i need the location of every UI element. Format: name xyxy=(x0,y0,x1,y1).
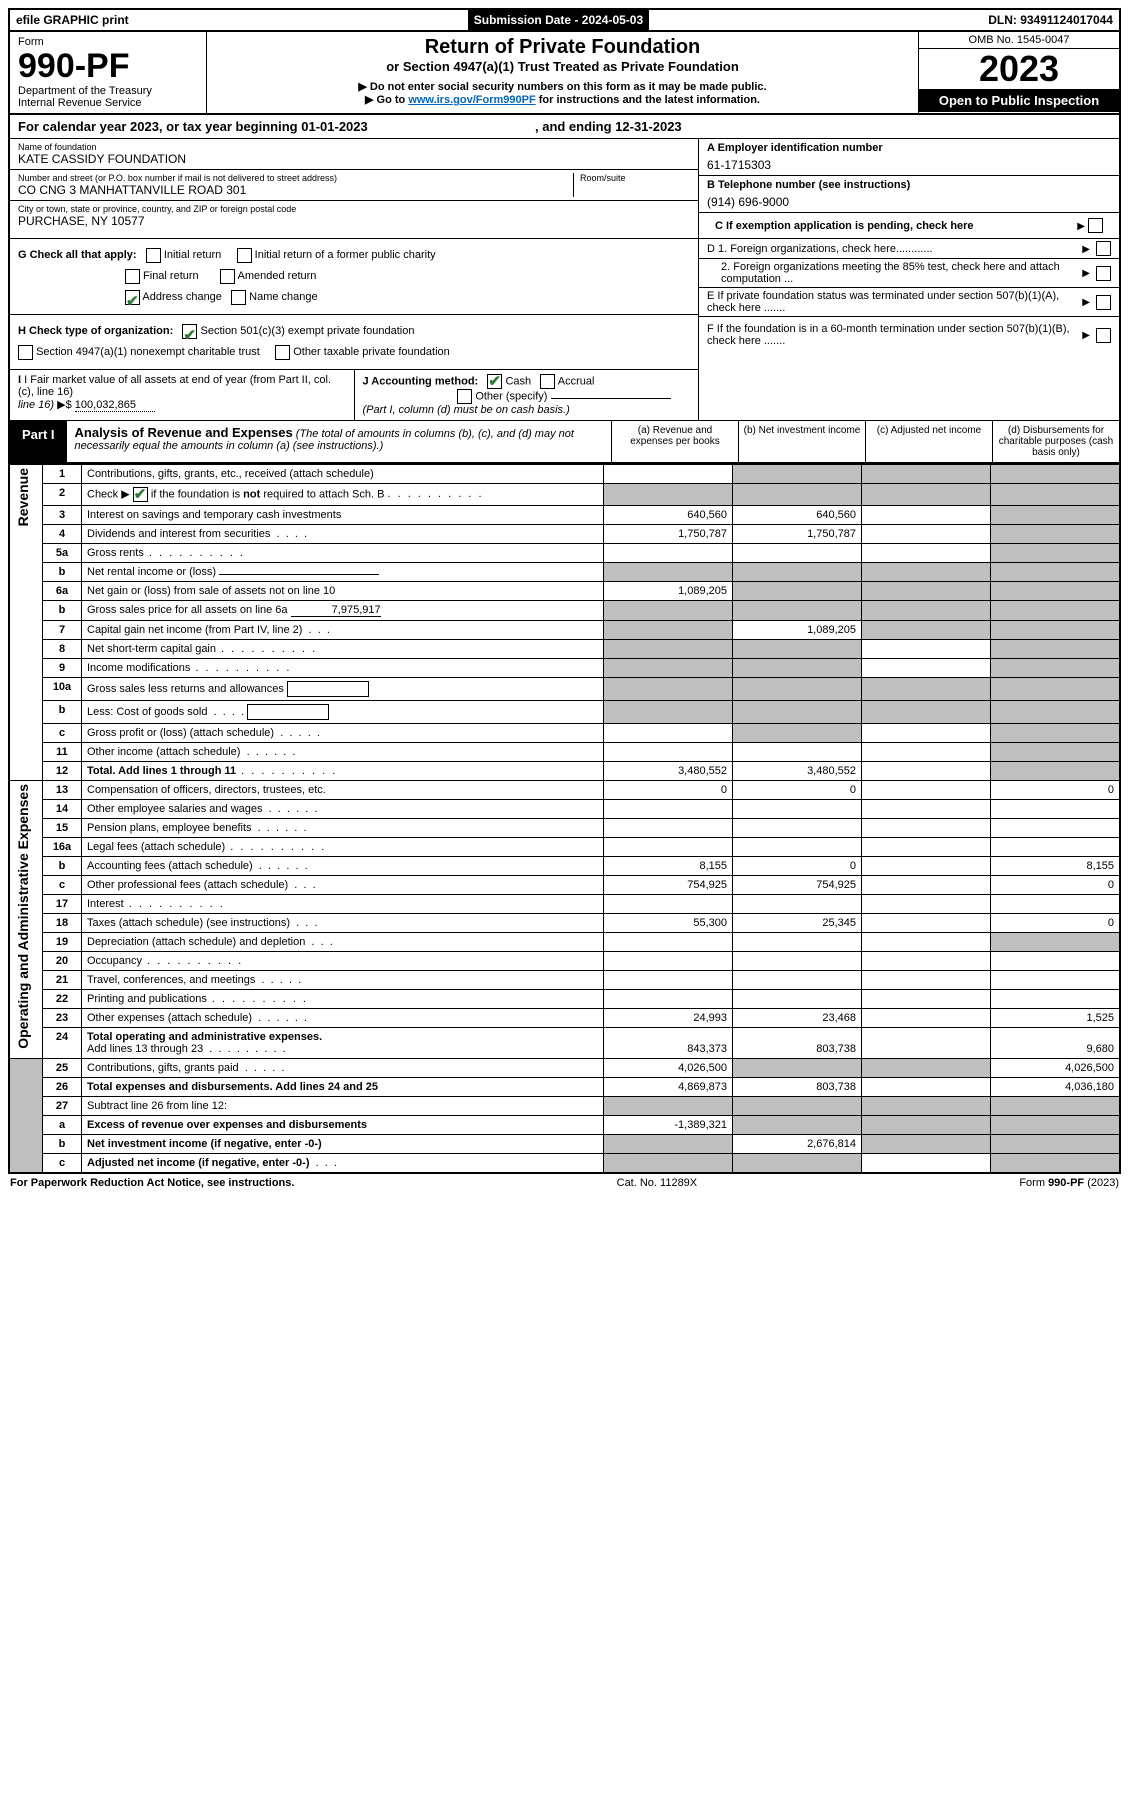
omb-number: OMB No. 1545-0047 xyxy=(919,32,1119,49)
submission-date: Submission Date - 2024-05-03 xyxy=(468,10,649,30)
paperwork-notice: For Paperwork Reduction Act Notice, see … xyxy=(10,1177,294,1189)
form-header: Form 990-PF Department of the Treasury I… xyxy=(8,32,1121,115)
city-label: City or town, state or province, country… xyxy=(18,204,690,214)
cat-no: Cat. No. 11289X xyxy=(617,1177,698,1189)
checkbox-initial[interactable] xyxy=(146,248,161,263)
street-address: CO CNG 3 MANHATTANVILLE ROAD 301 xyxy=(18,183,573,197)
checkbox-initial-former[interactable] xyxy=(237,248,252,263)
arrow-icon xyxy=(1082,243,1093,255)
checkbox-d1[interactable] xyxy=(1096,241,1111,256)
c-label: C If exemption application is pending, c… xyxy=(715,220,1077,232)
addr-label: Number and street (or P.O. box number if… xyxy=(18,173,573,183)
instr-1: ▶ Do not enter social security numbers o… xyxy=(215,80,910,93)
form-number: 990-PF xyxy=(18,48,198,85)
h-row: H Check type of organization: Section 50… xyxy=(10,315,698,370)
form990pf-link[interactable]: www.irs.gov/Form990PF xyxy=(408,94,535,106)
ein-label: A Employer identification number xyxy=(707,142,1111,154)
form-ref: Form 990-PF (2023) xyxy=(1019,1177,1119,1189)
phone-label: B Telephone number (see instructions) xyxy=(707,179,1111,191)
arrow-icon xyxy=(1082,329,1093,341)
checkbox-other-method[interactable] xyxy=(457,389,472,404)
arrow-icon xyxy=(1077,220,1088,232)
g-row: G Check all that apply: Initial return I… xyxy=(10,239,698,315)
entity-info: Name of foundation KATE CASSIDY FOUNDATI… xyxy=(8,139,1121,239)
checkbox-cash[interactable] xyxy=(487,374,502,389)
arrow-icon xyxy=(1082,267,1093,279)
revenue-label: Revenue xyxy=(15,468,31,526)
form-subtitle: or Section 4947(a)(1) Trust Treated as P… xyxy=(215,59,910,74)
checkbox-e[interactable] xyxy=(1096,295,1111,310)
part1-tag: Part I xyxy=(10,421,67,462)
page-footer: For Paperwork Reduction Act Notice, see … xyxy=(8,1174,1121,1192)
city-state-zip: PURCHASE, NY 10577 xyxy=(18,214,690,228)
dept: Department of the Treasury xyxy=(18,85,198,97)
arrow-icon xyxy=(1082,296,1093,308)
checkbox-4947[interactable] xyxy=(18,345,33,360)
tax-year: 2023 xyxy=(919,49,1119,89)
dln: DLN: 93491124017044 xyxy=(982,10,1119,30)
checkbox-other-taxable[interactable] xyxy=(275,345,290,360)
opex-label: Operating and Administrative Expenses xyxy=(15,784,31,1049)
room-label: Room/suite xyxy=(580,173,690,183)
checkbox-final[interactable] xyxy=(125,269,140,284)
section-g-through-f: G Check all that apply: Initial return I… xyxy=(8,239,1121,420)
phone: (914) 696-9000 xyxy=(707,191,1111,209)
checkbox-f[interactable] xyxy=(1096,328,1111,343)
checkbox-501c3[interactable] xyxy=(182,324,197,339)
col-c-hdr: (c) Adjusted net income xyxy=(865,421,992,462)
top-bar: efile GRAPHIC print Submission Date - 20… xyxy=(8,8,1121,32)
checkbox-d2[interactable] xyxy=(1096,266,1111,281)
foundation-name: KATE CASSIDY FOUNDATION xyxy=(18,152,690,166)
name-label: Name of foundation xyxy=(18,142,690,152)
irs: Internal Revenue Service xyxy=(18,97,198,109)
part1-header: Part I Analysis of Revenue and Expenses … xyxy=(8,421,1121,464)
checkbox-sch-b[interactable] xyxy=(133,487,148,502)
checkbox-amended[interactable] xyxy=(220,269,235,284)
part1-table: Revenue 1Contributions, gifts, grants, e… xyxy=(8,464,1121,1174)
col-b-hdr: (b) Net investment income xyxy=(738,421,865,462)
form-title: Return of Private Foundation xyxy=(215,36,910,59)
instr-2: ▶ Go to www.irs.gov/Form990PF for instru… xyxy=(215,93,910,106)
ein: 61-1715303 xyxy=(707,154,1111,172)
fmv-value: 100,032,865 xyxy=(75,399,155,412)
col-a-hdr: (a) Revenue and expenses per books xyxy=(611,421,738,462)
open-public: Open to Public Inspection xyxy=(919,89,1119,112)
efile-label[interactable]: efile GRAPHIC print xyxy=(10,10,135,30)
checkbox-name-change[interactable] xyxy=(231,290,246,305)
checkbox-address[interactable] xyxy=(125,290,140,305)
calendar-year-row: For calendar year 2023, or tax year begi… xyxy=(8,115,1121,139)
col-d-hdr: (d) Disbursements for charitable purpose… xyxy=(992,421,1119,462)
checkbox-accrual[interactable] xyxy=(540,374,555,389)
checkbox-c[interactable] xyxy=(1088,218,1103,233)
